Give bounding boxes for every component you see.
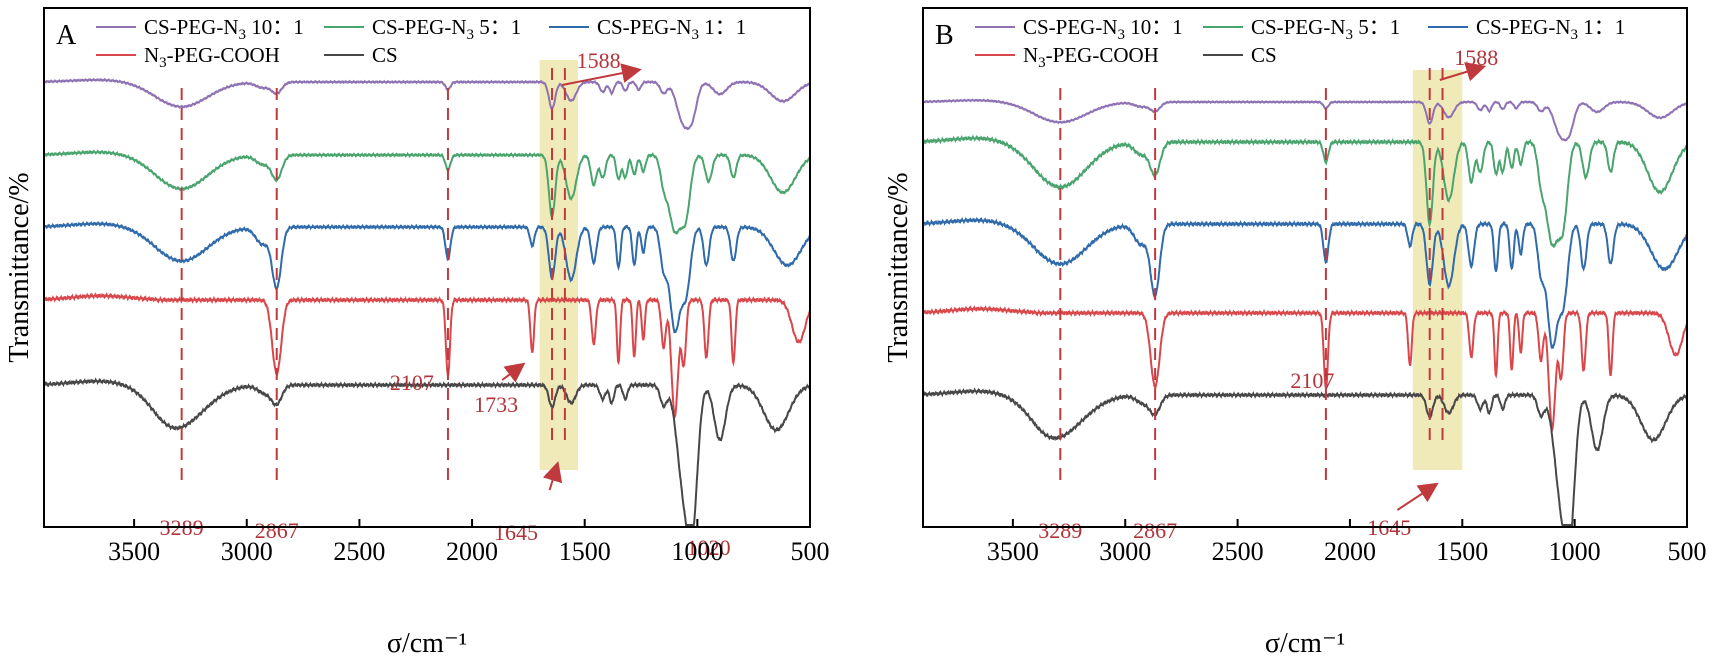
x-tick-label: 2000 xyxy=(1324,537,1376,566)
legend-label-4: CS xyxy=(1251,43,1277,67)
highlight-band xyxy=(1412,70,1463,470)
legend-label-3: N3-PEG-COOH xyxy=(1023,43,1159,71)
x-tick-label: 1000 xyxy=(1549,537,1601,566)
annotation-2107: 2107 xyxy=(1290,368,1334,393)
annotation-2107: 2107 xyxy=(390,370,434,395)
x-tick-label: 3500 xyxy=(108,537,160,566)
highlight-band xyxy=(539,60,578,470)
y-axis-title: Transmittance/% xyxy=(4,172,35,362)
annotation-arrow xyxy=(501,362,526,383)
x-tick-label: 2500 xyxy=(1212,537,1264,566)
x-tick-label: 2500 xyxy=(333,537,385,566)
series-line-0 xyxy=(43,77,811,131)
plot-frame xyxy=(922,7,1688,528)
series-line-3 xyxy=(922,305,1688,434)
x-axis-title: σ/cm⁻¹ xyxy=(1265,628,1345,659)
annotation-arrow xyxy=(542,461,563,491)
y-axis-title: Transmittance/% xyxy=(883,172,914,362)
annotation-1645: 1645 xyxy=(494,520,538,545)
series-line-2 xyxy=(922,216,1688,349)
annotation-arrow xyxy=(1396,482,1439,511)
legend-label-4: CS xyxy=(372,43,398,67)
annotation-arrow xyxy=(1439,62,1487,82)
legend-label-2: CS-PEG-N3 1：1 xyxy=(597,15,746,43)
x-tick-label: 1500 xyxy=(559,537,611,566)
legend-label-3: N3-PEG-COOH xyxy=(144,43,280,71)
series-line-0 xyxy=(922,98,1688,142)
annotation-1733: 1733 xyxy=(474,392,518,417)
x-tick-label: 1500 xyxy=(1436,537,1488,566)
annotation-2867: 2867 xyxy=(255,518,299,543)
x-tick-label: 1000 xyxy=(671,537,723,566)
series-line-1 xyxy=(922,134,1688,249)
annotation-1588: 1588 xyxy=(1454,45,1498,70)
legend-label-0: CS-PEG-N3 10：1 xyxy=(144,15,304,43)
annotation-1020: 1020 xyxy=(687,535,731,560)
legend-label-0: CS-PEG-N3 10：1 xyxy=(1023,15,1183,43)
x-tick-label: 3000 xyxy=(1099,537,1151,566)
x-axis-title: σ/cm⁻¹ xyxy=(387,628,467,659)
x-tick-label: 3000 xyxy=(221,537,273,566)
annotation-1588: 1588 xyxy=(577,48,621,73)
series-line-4 xyxy=(922,387,1688,526)
panel-label: A xyxy=(56,20,77,51)
x-tick-label: 500 xyxy=(1668,537,1707,566)
series-line-3 xyxy=(43,292,811,421)
annotation-arrow xyxy=(561,63,642,86)
series-line-1 xyxy=(43,149,811,235)
x-tick-label: 3500 xyxy=(987,537,1039,566)
plot-frame xyxy=(43,7,811,528)
legend-label-2: CS-PEG-N3 1：1 xyxy=(1476,15,1625,43)
series-line-4 xyxy=(43,377,811,526)
annotation-3289: 3289 xyxy=(1038,518,1082,543)
x-tick-label: 500 xyxy=(791,537,830,566)
x-tick-label: 2000 xyxy=(446,537,498,566)
legend-label-1: CS-PEG-N3 5：1 xyxy=(372,15,521,43)
annotation-2867: 2867 xyxy=(1133,518,1177,543)
legend-label-1: CS-PEG-N3 5：1 xyxy=(1251,15,1400,43)
series-line-2 xyxy=(43,220,811,334)
panel-label: B xyxy=(935,20,954,51)
